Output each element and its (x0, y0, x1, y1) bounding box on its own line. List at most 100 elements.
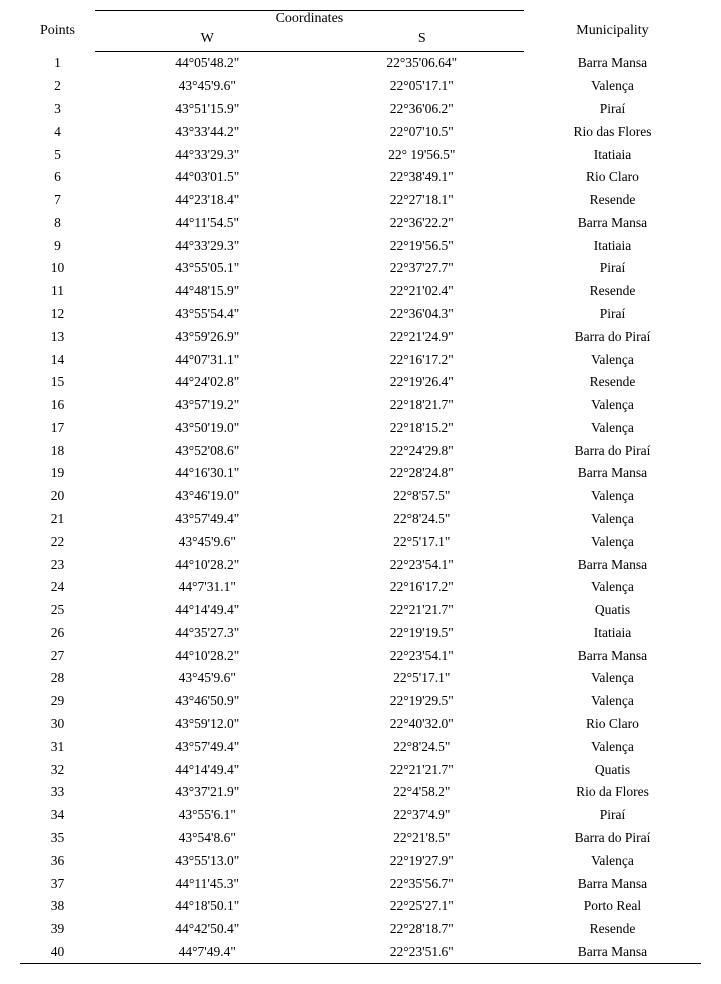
cell-s: 22°21'21.7" (320, 599, 524, 622)
header-s: S (320, 29, 524, 52)
table-row: 3844°18'50.1"22°25'27.1"Porto Real (20, 895, 701, 918)
cell-w: 44°18'50.1" (95, 895, 320, 918)
cell-municipality: Piraí (524, 303, 701, 326)
cell-municipality: Resende (524, 918, 701, 941)
cell-municipality: Rio Claro (524, 713, 701, 736)
cell-municipality: Resende (524, 371, 701, 394)
cell-municipality: Barra Mansa (524, 940, 701, 963)
cell-s: 22°35'06.64" (320, 52, 524, 75)
cell-w: 43°52'08.6" (95, 439, 320, 462)
header-municipality: Municipality (524, 11, 701, 52)
cell-municipality: Porto Real (524, 895, 701, 918)
cell-w: 44°24'02.8" (95, 371, 320, 394)
cell-point: 34 (20, 804, 95, 827)
cell-municipality: Barra Mansa (524, 553, 701, 576)
cell-point: 28 (20, 667, 95, 690)
cell-s: 22°23'51.6" (320, 940, 524, 963)
cell-w: 43°57'19.2" (95, 394, 320, 417)
cell-w: 44°23'18.4" (95, 189, 320, 212)
table-row: 3543°54'8.6"22°21'8.5"Barra do Piraí (20, 827, 701, 850)
cell-point: 2 (20, 75, 95, 98)
cell-point: 25 (20, 599, 95, 622)
cell-point: 32 (20, 758, 95, 781)
table-row: 644°03'01.5"22°38'49.1"Rio Claro (20, 166, 701, 189)
cell-point: 29 (20, 690, 95, 713)
cell-point: 36 (20, 849, 95, 872)
cell-s: 22°16'17.2" (320, 348, 524, 371)
cell-municipality: Valença (524, 576, 701, 599)
cell-w: 43°57'49.4" (95, 508, 320, 531)
cell-point: 22 (20, 530, 95, 553)
cell-municipality: Itatiaia (524, 143, 701, 166)
cell-w: 43°59'26.9" (95, 325, 320, 348)
table-row: 3443°55'6.1"22°37'4.9"Piraí (20, 804, 701, 827)
cell-s: 22°19'29.5" (320, 690, 524, 713)
cell-municipality: Piraí (524, 98, 701, 121)
cell-w: 44°48'15.9" (95, 280, 320, 303)
cell-s: 22°16'17.2" (320, 576, 524, 599)
cell-w: 44°7'31.1" (95, 576, 320, 599)
cell-s: 22°21'8.5" (320, 827, 524, 850)
cell-w: 43°37'21.9" (95, 781, 320, 804)
cell-municipality: Barra do Piraí (524, 439, 701, 462)
cell-s: 22°4'58.2" (320, 781, 524, 804)
cell-s: 22°23'54.1" (320, 553, 524, 576)
cell-municipality: Rio da Flores (524, 781, 701, 804)
table-row: 3643°55'13.0"22°19'27.9"Valença (20, 849, 701, 872)
table-row: 2744°10'28.2"22°23'54.1"Barra Mansa (20, 644, 701, 667)
cell-w: 43°55'13.0" (95, 849, 320, 872)
cell-municipality: Quatis (524, 599, 701, 622)
cell-point: 5 (20, 143, 95, 166)
table-row: 2843°45'9.6"22°5'17.1"Valença (20, 667, 701, 690)
cell-municipality: Rio Claro (524, 166, 701, 189)
cell-s: 22°25'27.1" (320, 895, 524, 918)
cell-w: 43°51'15.9" (95, 98, 320, 121)
cell-s: 22°36'04.3" (320, 303, 524, 326)
cell-w: 43°57'49.4" (95, 735, 320, 758)
cell-municipality: Barra Mansa (524, 644, 701, 667)
cell-point: 30 (20, 713, 95, 736)
cell-w: 44°07'31.1" (95, 348, 320, 371)
cell-point: 40 (20, 940, 95, 963)
table-row: 2943°46'50.9"22°19'29.5"Valença (20, 690, 701, 713)
cell-w: 43°46'19.0" (95, 485, 320, 508)
cell-point: 37 (20, 872, 95, 895)
cell-w: 44°14'49.4" (95, 599, 320, 622)
cell-municipality: Barra do Piraí (524, 827, 701, 850)
cell-s: 22°35'56.7" (320, 872, 524, 895)
cell-municipality: Valença (524, 508, 701, 531)
cell-s: 22°28'24.8" (320, 462, 524, 485)
cell-point: 3 (20, 98, 95, 121)
table-row: 3244°14'49.4"22°21'21.7"Quatis (20, 758, 701, 781)
cell-point: 21 (20, 508, 95, 531)
cell-w: 44°42'50.4" (95, 918, 320, 941)
cell-municipality: Barra Mansa (524, 52, 701, 75)
table-row: 2143°57'49.4"22°8'24.5"Valença (20, 508, 701, 531)
table-row: 3944°42'50.4"22°28'18.7"Resende (20, 918, 701, 941)
cell-s: 22°28'18.7" (320, 918, 524, 941)
cell-w: 43°50'19.0" (95, 417, 320, 440)
cell-w: 43°45'9.6" (95, 75, 320, 98)
header-coordinates: Coordinates (95, 11, 524, 30)
cell-municipality: Valença (524, 417, 701, 440)
table-header: Points Coordinates Municipality W S (20, 11, 701, 52)
cell-municipality: Valença (524, 348, 701, 371)
table-body: 144°05'48.2"22°35'06.64"Barra Mansa243°4… (20, 52, 701, 964)
cell-w: 43°33'44.2" (95, 120, 320, 143)
cell-point: 19 (20, 462, 95, 485)
cell-point: 18 (20, 439, 95, 462)
cell-s: 22°19'26.4" (320, 371, 524, 394)
cell-point: 10 (20, 257, 95, 280)
cell-point: 27 (20, 644, 95, 667)
table-row: 2243°45'9.6"22°5'17.1"Valença (20, 530, 701, 553)
cell-municipality: Valença (524, 485, 701, 508)
cell-municipality: Resende (524, 280, 701, 303)
cell-s: 22°36'22.2" (320, 211, 524, 234)
cell-point: 24 (20, 576, 95, 599)
cell-w: 44°14'49.4" (95, 758, 320, 781)
cell-point: 15 (20, 371, 95, 394)
cell-w: 44°10'28.2" (95, 553, 320, 576)
table-row: 3043°59'12.0"22°40'32.0"Rio Claro (20, 713, 701, 736)
cell-s: 22°18'21.7" (320, 394, 524, 417)
table-row: 3343°37'21.9"22°4'58.2"Rio da Flores (20, 781, 701, 804)
